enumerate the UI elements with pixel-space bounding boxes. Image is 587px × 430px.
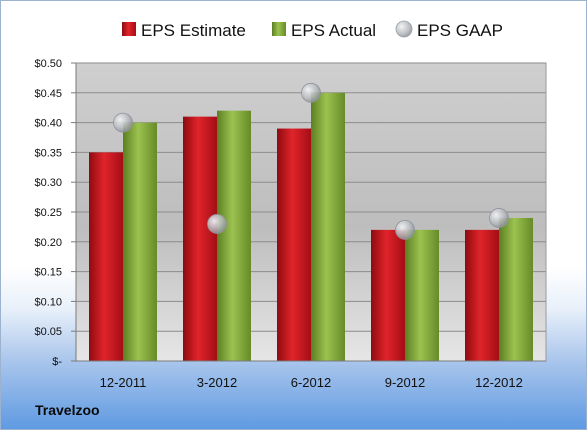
- legend-item-actual[interactable]: EPS Actual: [272, 21, 376, 40]
- y-tick-label: $0.15: [34, 267, 62, 279]
- legend-swatch-actual: [272, 22, 286, 36]
- y-tick-label: $0.20: [34, 237, 62, 249]
- bar-eps-estimate: [89, 152, 123, 361]
- y-tick-label: $0.35: [34, 147, 62, 159]
- legend-item-estimate[interactable]: EPS Estimate: [122, 21, 246, 40]
- legend-swatch-gaap: [395, 20, 413, 38]
- marker-eps-gaap: [113, 112, 133, 133]
- x-tick-label: 3-2012: [197, 375, 237, 390]
- bar-eps-estimate: [465, 229, 499, 361]
- x-tick-label: 12-2012: [475, 375, 523, 390]
- bar-eps-actual: [217, 110, 251, 362]
- y-tick-label: $0.30: [34, 177, 62, 189]
- bar-eps-estimate: [183, 116, 217, 361]
- x-tick-label: 9-2012: [385, 375, 425, 390]
- bar-eps-actual: [311, 92, 345, 362]
- x-axis: 12-2011 3-2012 6-2012 9-2012 12-2012: [75, 63, 546, 390]
- bar-eps-estimate: [277, 128, 311, 361]
- bar-eps-estimate: [371, 229, 405, 361]
- bars: [89, 92, 533, 362]
- y-tick-label: $-: [52, 356, 62, 368]
- legend-item-gaap[interactable]: EPS GAAP: [395, 20, 503, 40]
- gaap-markers: [113, 82, 509, 240]
- legend-swatch-estimate: [122, 22, 136, 36]
- marker-eps-gaap: [395, 219, 415, 240]
- y-tick-label: $0.10: [34, 296, 62, 308]
- y-tick-label: $0.05: [34, 326, 62, 338]
- bar-eps-actual: [405, 229, 439, 361]
- y-tick-label: $0.45: [34, 88, 62, 100]
- marker-eps-gaap: [489, 208, 509, 228]
- legend-label-estimate: EPS Estimate: [141, 21, 246, 40]
- y-tick-label: $0.40: [34, 118, 62, 130]
- marker-eps-gaap: [301, 82, 321, 103]
- x-tick-label: 6-2012: [291, 375, 331, 390]
- y-tick-label: $0.50: [34, 58, 62, 70]
- marker-eps-gaap: [207, 214, 227, 234]
- y-axis: $- $0.05 $0.10 $0.15 $0.20 $0.25 $0.30 $0.35 $0.…: [34, 58, 76, 368]
- legend: EPS Estimate EPS Actual EPS GAAP: [122, 20, 503, 40]
- bar-eps-actual: [499, 217, 533, 361]
- legend-label-gaap: EPS GAAP: [417, 21, 503, 40]
- company-name: Travelzoo: [35, 402, 100, 418]
- legend-label-actual: EPS Actual: [291, 21, 376, 40]
- y-tick-label: $0.25: [34, 207, 62, 219]
- x-tick-label: 12-2011: [100, 375, 147, 390]
- bar-eps-actual: [123, 122, 157, 361]
